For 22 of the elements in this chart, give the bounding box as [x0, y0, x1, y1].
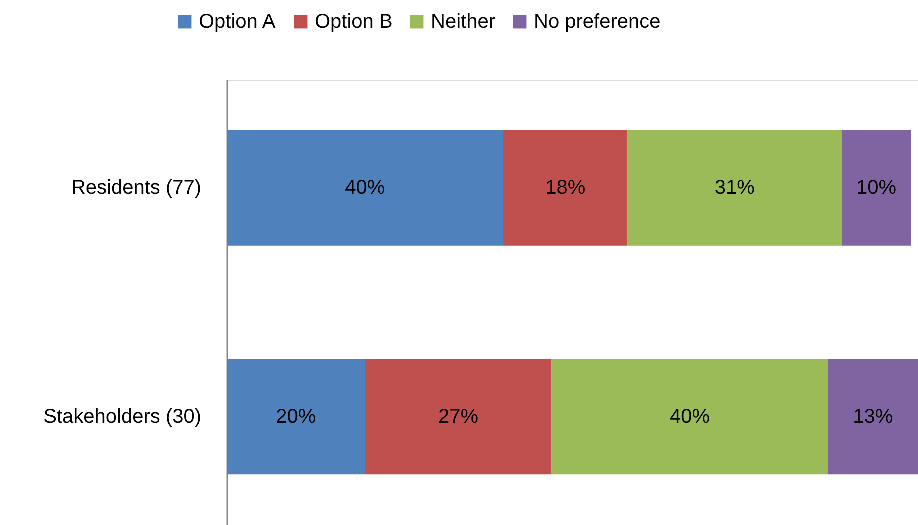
data-label: 20% [276, 406, 316, 428]
bar [365, 359, 552, 475]
legend-label: Option A [199, 11, 276, 33]
data-label: 18% [546, 177, 586, 200]
data-label: 13% [853, 406, 894, 428]
bar [552, 359, 828, 475]
data-label: 27% [438, 406, 479, 428]
bar [628, 130, 842, 246]
data-label: 40% [670, 406, 710, 428]
bar [227, 359, 366, 475]
bar [227, 130, 504, 246]
bar [828, 359, 918, 475]
bar [503, 130, 628, 246]
y-tick-label: Stakeholders (30) [44, 406, 202, 428]
y-tick-label: Residents (77) [71, 177, 202, 200]
legend-label: No preference [534, 11, 661, 33]
data-label: 31% [714, 177, 756, 200]
bar [842, 130, 912, 246]
data-label: 10% [856, 177, 897, 200]
legend-label: Option B [315, 11, 393, 33]
legend-label: Neither [431, 11, 496, 33]
data-label: 40% [345, 177, 386, 200]
